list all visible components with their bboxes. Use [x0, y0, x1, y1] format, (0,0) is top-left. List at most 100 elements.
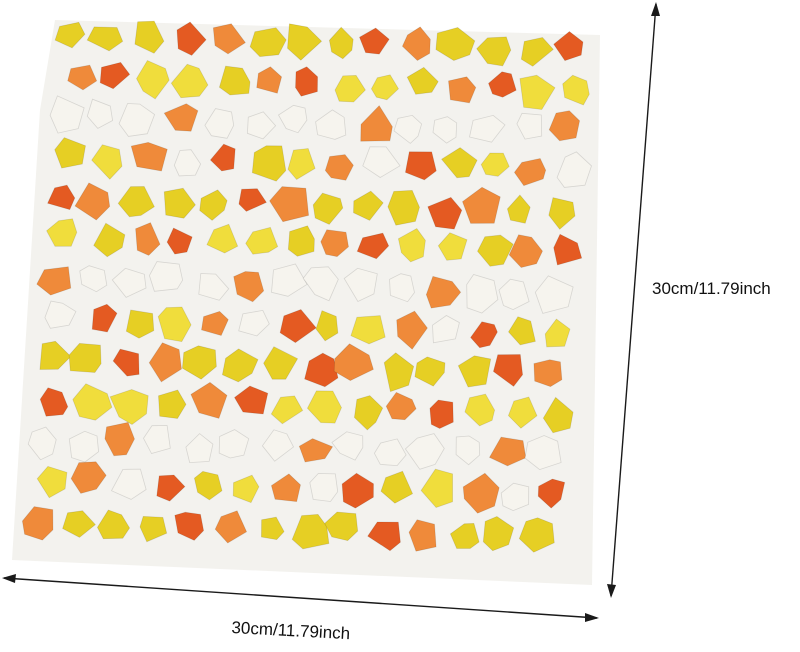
height-arrow-line: [610, 3, 657, 597]
pebble-piece: [27, 426, 57, 461]
pebble-piece: [270, 395, 304, 425]
pebble-piece: [304, 352, 339, 388]
pebble-piece: [99, 61, 131, 90]
pebble-piece: [462, 472, 500, 514]
pebble-piece: [432, 315, 460, 344]
pebble-piece: [86, 26, 124, 52]
pebble-piece: [136, 59, 170, 100]
pebble-piece: [333, 343, 374, 382]
pebble-piece: [387, 189, 420, 226]
pebble-piece: [508, 234, 543, 268]
pebble-piece: [488, 436, 527, 467]
pebble-piece: [462, 186, 501, 224]
pebble-piece: [507, 396, 538, 429]
pebble-piece: [21, 506, 54, 541]
pebble-piece: [520, 37, 554, 67]
pebble-piece: [457, 355, 492, 388]
pebble-piece: [232, 474, 260, 504]
pebble-piece: [476, 36, 512, 67]
pebble-piece: [91, 303, 118, 333]
pebble-piece: [432, 116, 458, 144]
pebble-piece: [118, 103, 156, 137]
pebble-piece: [163, 103, 199, 132]
pebble-piece: [360, 104, 393, 142]
pebble-piece: [218, 429, 250, 459]
pebble-piece: [353, 190, 384, 221]
pebble-piece: [135, 222, 161, 256]
pebble-piece: [62, 510, 96, 538]
pebble-piece: [249, 27, 287, 58]
pebble-piece: [385, 391, 417, 421]
pebble-piece: [72, 383, 113, 421]
pebble-piece: [534, 275, 574, 314]
pebble-piece: [477, 234, 514, 267]
pebble-piece: [185, 433, 214, 464]
pebble-piece: [464, 393, 496, 427]
pebble-piece: [356, 232, 390, 260]
pebble-piece: [206, 223, 239, 254]
pebble-piece: [174, 511, 205, 541]
pebble-piece: [86, 98, 114, 129]
pebble-piece: [425, 275, 462, 309]
pebble-piece: [190, 381, 228, 419]
pebble-pieces: [21, 20, 592, 553]
pebble-piece: [49, 95, 85, 134]
pebble-piece: [54, 137, 86, 169]
pebble-piece: [420, 468, 454, 508]
pebble-piece: [246, 111, 277, 140]
pebble-piece: [524, 435, 562, 471]
pebble-piece: [328, 26, 354, 60]
pebble-piece: [383, 352, 415, 393]
pebble-piece: [261, 429, 295, 462]
pebble-piece: [320, 229, 349, 258]
pebble-piece: [508, 316, 536, 346]
pebble-piece: [367, 521, 401, 552]
pebble-piece: [362, 146, 401, 178]
pebble-piece: [537, 478, 566, 509]
pebble-piece: [518, 517, 555, 553]
pebble-piece: [315, 310, 339, 342]
pebble-piece: [193, 470, 223, 501]
pebble-piece: [488, 71, 517, 98]
pebble-piece: [397, 227, 426, 263]
pebble-piece: [251, 145, 287, 182]
pebble-piece: [271, 263, 308, 297]
pebble-piece: [111, 267, 147, 298]
pebble-piece: [359, 27, 390, 55]
pebble-piece: [441, 147, 478, 179]
pebble-piece: [449, 522, 480, 549]
pebble-piece: [542, 396, 574, 434]
pebble-piece: [36, 266, 72, 296]
pebble-piece: [343, 267, 378, 303]
pebble-piece: [269, 186, 310, 223]
pebble-piece: [470, 321, 498, 349]
pebble-piece: [498, 278, 530, 311]
pebble-piece: [324, 154, 354, 181]
pebble-piece: [181, 345, 217, 380]
pebble-piece: [279, 309, 317, 344]
pebble-piece: [218, 65, 251, 96]
pebble-piece: [480, 152, 510, 177]
pebble-piece: [466, 274, 499, 314]
pebble-piece: [104, 421, 135, 457]
pebble-piece: [68, 342, 102, 373]
pebble-piece: [548, 110, 581, 142]
pebble-piece: [209, 143, 236, 172]
pebble-piece: [556, 151, 592, 188]
pebble-piece: [341, 472, 374, 509]
pebble-piece: [435, 27, 476, 61]
width-arrow-head-left: [2, 574, 16, 583]
pebble-piece: [482, 516, 515, 552]
pebble-piece: [302, 266, 339, 302]
pebble-piece: [148, 342, 182, 383]
pebble-piece: [67, 64, 98, 91]
pebble-piece: [143, 425, 171, 454]
pebble-piece: [212, 23, 246, 55]
pebble-piece: [427, 196, 463, 230]
pebble-piece: [324, 511, 359, 542]
pebble-piece: [277, 104, 308, 134]
pebble-piece: [533, 359, 563, 388]
pebble-piece: [54, 21, 86, 49]
pebble-piece: [112, 348, 140, 377]
pebble-piece: [70, 461, 107, 494]
